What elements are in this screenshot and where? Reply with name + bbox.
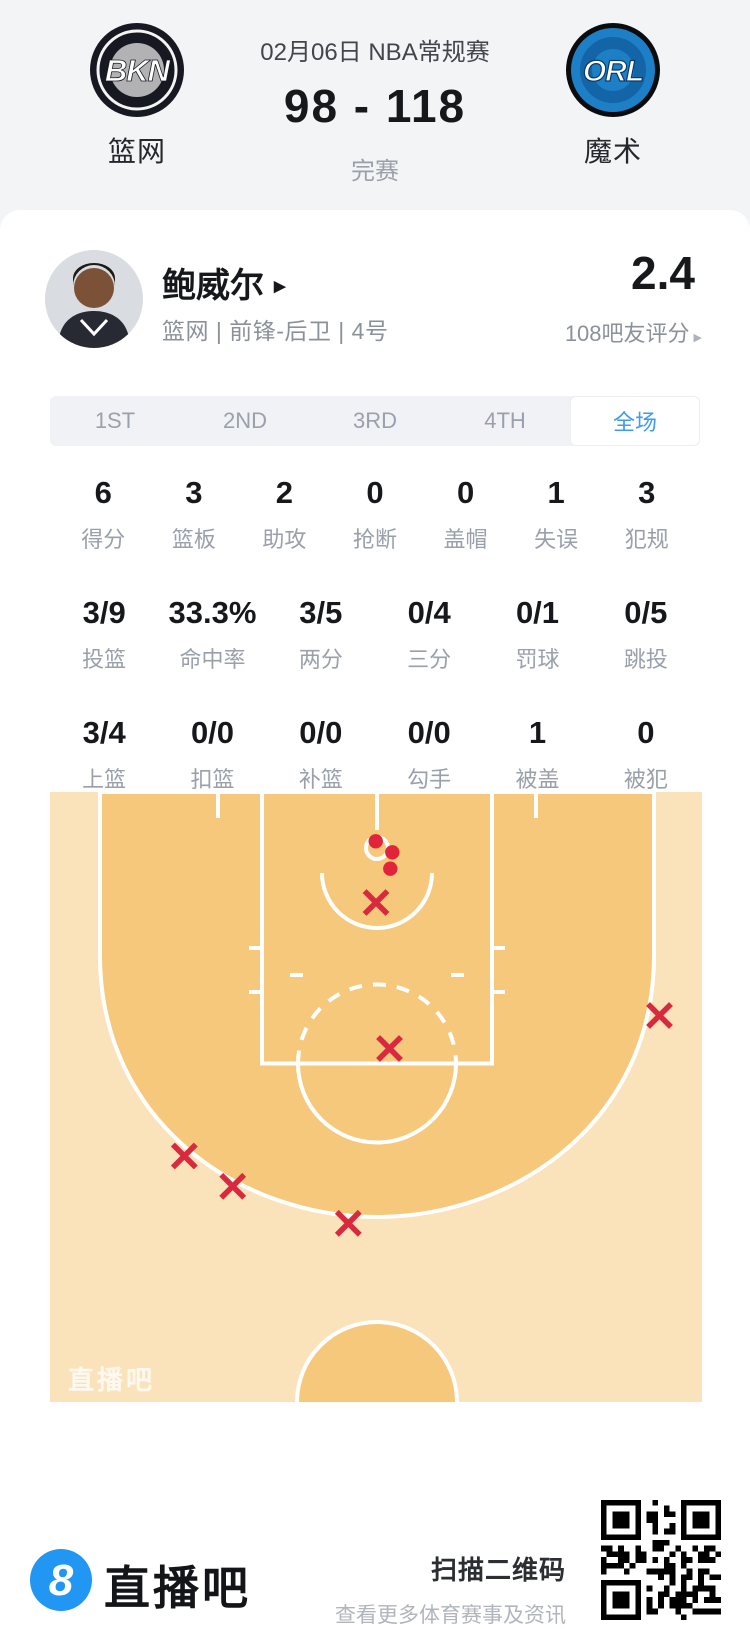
bkn-team-logo-icon: BKN [90,23,184,117]
game-title: 02月06日 NBA常规赛 [260,39,490,66]
missed-shot-marker [170,1142,198,1170]
stat-hook: 0/0 勾手 [407,715,452,793]
player-avatar-image [45,250,143,348]
missed-shot-marker [334,1209,362,1237]
home-team-abbr: BKN [105,53,171,88]
stat-3pt: 0/4 三分 [407,595,452,673]
made-shot-marker [368,834,383,849]
stat-dunk: 0/0 扣篮 [190,715,235,793]
tab-2nd[interactable]: 2ND [222,408,267,433]
stats-row-shot-types: 3/4 上篮 0/0 扣篮 0/0 补篮 0/0 勾手 1 被盖 0 被犯 [0,716,750,794]
player-name-arrow-icon: ▶ [274,278,286,296]
qr-subtitle: 查看更多体育赛事及资讯 [335,1604,566,1627]
home-team-name: 篮网 [107,136,166,167]
qr-title: 扫描二维码 [430,1555,566,1585]
restricted-arc [320,872,434,930]
quarter-tabs: 1ST 2ND 3RD 4TH 全场 [50,396,700,446]
stat-jumpshot: 0/5 跳投 [623,595,668,673]
tab-4th[interactable]: 4TH [484,408,526,433]
tab-3rd[interactable]: 3RD [352,408,397,433]
missed-shot-marker [376,1035,403,1062]
player-name: 鲍威尔 [162,267,264,305]
stat-got-blocked: 1 被盖 [515,715,560,793]
rating-arrow-icon: ▶ [693,332,702,344]
player-avatar [45,250,143,348]
made-shot-marker [385,845,400,860]
game-status: 完赛 [351,158,399,185]
stat-fouls: 3 犯规 [624,475,669,553]
stat-ft: 0/1 罚球 [515,595,560,673]
shot-markers [170,834,673,1237]
rating-value: 2.4 [631,247,695,299]
shot-chart: 直播吧 [50,786,702,1484]
stat-blocks: 0 盖帽 [443,475,488,553]
away-team: ORL 魔术 [553,22,673,170]
stat-turnovers: 1 失误 [534,475,579,553]
three-point-line [98,790,656,1220]
qr-instructions: 扫描二维码 查看更多体育赛事及资讯 [335,1550,566,1629]
away-team-abbr: ORL [583,55,643,88]
rating-caption-link[interactable]: 108吧友评分 ▶ [565,316,702,348]
missed-shot-marker [646,1002,673,1029]
stat-tipin: 0/0 补篮 [298,715,343,793]
made-shot-marker [383,861,398,876]
stat-rebounds: 3 篮板 [171,475,216,553]
brand-logo-icon: 8 [30,1549,92,1611]
stat-layup: 3/4 上篮 [82,715,127,793]
tab-1st[interactable]: 1ST [94,408,136,433]
game-score: 98 - 118 [283,80,467,132]
missed-shot-marker [219,1172,247,1200]
player-name-link[interactable]: 鲍威尔 ▶ [162,258,286,307]
game-center-info: 02月06日 NBA常规赛 98 - 118 完赛 [200,0,550,186]
stat-fouled: 0 被犯 [623,715,668,793]
brand-name: 直播吧 [104,1562,251,1614]
away-team-name: 魔术 [583,136,642,167]
stat-fg: 3/9 投篮 [82,595,127,673]
orl-team-logo-icon: ORL [566,23,660,117]
brand-logo-char: 8 [49,1556,74,1605]
stats-section: 6 得分 3 篮板 2 助攻 0 抢断 0 盖帽 1 失误 3 犯规 3/9 投篮 33.3% 命… [0,476,750,836]
stat-assists: 2 助攻 [262,475,307,553]
shot-chart-svg [50,786,702,1484]
player-meta: 篮网 | 前锋-后卫 | 4号 [162,318,389,344]
free-throw-circle-solid [296,1063,458,1145]
stat-steals: 0 抢断 [352,475,397,553]
stats-row-basic: 6 得分 3 篮板 2 助攻 0 抢断 0 盖帽 1 失误 3 犯规 [0,476,750,554]
qr-code [601,1500,721,1620]
court-watermark: 直播吧 [68,1365,156,1395]
stat-2pt: 3/5 两分 [298,595,343,673]
stats-row-shooting: 3/9 投篮 33.3% 命中率 3/5 两分 0/4 三分 0/1 罚球 0/5 跳投 [0,596,750,674]
game-header: BKN 篮网 02月06日 NBA常规赛 98 - 118 完赛 ORL 魔术 [0,0,750,228]
free-throw-circle-dashed [296,982,458,1064]
rating-caption: 108吧友评分 [564,321,690,346]
player-stats-card: 鲍威尔 ▶ 篮网 | 前锋-后卫 | 4号 2.4 108吧友评分 ▶ 1ST 2N… [0,210,750,1629]
missed-shot-marker [362,889,390,916]
tab-full-game[interactable]: 全场 [570,396,700,446]
home-team: BKN 篮网 [77,22,197,170]
stat-fg-pct: 33.3% 命中率 [168,595,257,673]
stat-points: 6 得分 [81,475,126,553]
